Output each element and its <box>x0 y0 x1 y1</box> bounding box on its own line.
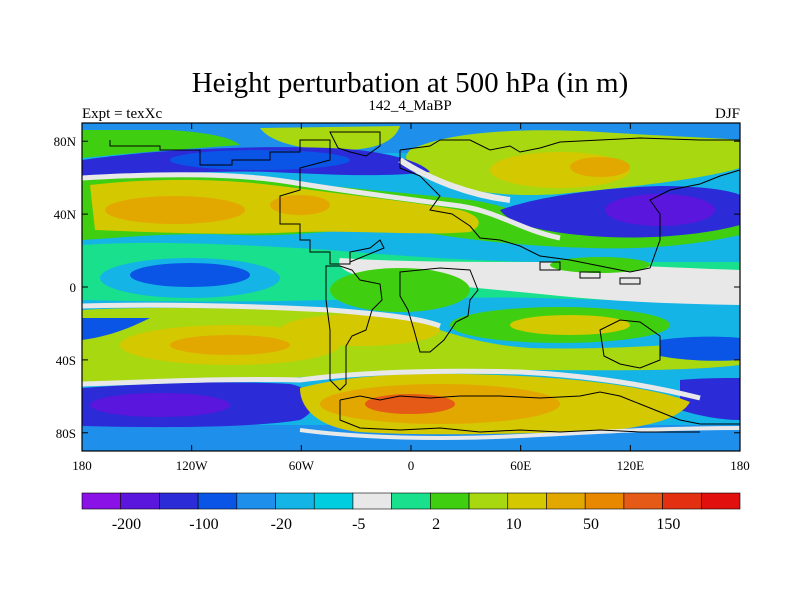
coastlines <box>109 131 740 433</box>
pacific-negative-core <box>605 194 715 226</box>
y-axis: 80N 40N 0 40S 80S <box>54 134 740 441</box>
colorbar-swatch <box>507 492 547 510</box>
x-tick-label: 180 <box>72 458 92 473</box>
australia-outline <box>599 319 661 369</box>
y-tick-label: 80N <box>54 134 77 149</box>
east-pacific-low-core <box>130 263 250 287</box>
colorbar <box>81 492 741 510</box>
colorbar-swatch <box>430 492 470 510</box>
x-tick-label: 60W <box>289 458 315 473</box>
colorbar-label: 2 <box>432 516 440 533</box>
colorbar-swatch <box>468 492 509 510</box>
colorbar-label: -200 <box>112 516 141 533</box>
zero-ribbon-s <box>82 368 701 401</box>
s-pacific-orange <box>170 335 290 355</box>
y-tick-label: 80S <box>56 426 76 441</box>
colorbar-swatch <box>236 492 276 510</box>
colorbar-swatch <box>313 492 354 510</box>
zero-ribbon-n <box>82 172 561 241</box>
y-tick-label: 40S <box>56 353 76 368</box>
colorbar-label: -20 <box>271 516 292 533</box>
colorbar-swatch <box>623 492 663 510</box>
s-pacific-negative-core <box>90 393 230 417</box>
x-tick-label: 120E <box>617 458 645 473</box>
indonesia-outline <box>539 261 641 285</box>
left-label: Expt = texXc <box>82 106 162 122</box>
zero-ribbon-s2 <box>82 302 441 329</box>
colorbar-label: -100 <box>189 516 218 533</box>
colorbar-swatch <box>81 492 122 510</box>
y-tick-label: 40N <box>54 207 77 222</box>
s-east-negative <box>680 378 740 420</box>
colorbar-swatch <box>275 492 315 510</box>
colorbar-label: 150 <box>656 516 680 533</box>
x-axis: 180 120W 60W 0 60E 120E 180 <box>72 123 750 473</box>
north-atlantic-green <box>82 130 240 158</box>
colorbar-swatch <box>546 492 586 510</box>
siberia-orange <box>570 157 630 177</box>
colorbar-labels: -200 -100 -20 -5 2 10 50 150 <box>112 516 681 533</box>
colorbar-swatch <box>391 492 431 510</box>
n-atlantic-high-2 <box>270 195 330 215</box>
colorbar-swatch <box>662 492 702 510</box>
center-label: 142_4_MaBP <box>368 98 451 114</box>
zero-ribbon-n2 <box>398 157 511 203</box>
s-west-blue <box>82 318 150 340</box>
colorbar-swatch <box>197 492 238 510</box>
x-tick-label: 120W <box>176 458 209 473</box>
right-label: DJF <box>715 106 740 122</box>
colorbar-swatch <box>159 492 199 510</box>
x-tick-label: 60E <box>510 458 531 473</box>
north-america-outline <box>109 139 385 265</box>
x-tick-label: 0 <box>408 458 415 473</box>
colorbar-swatch <box>120 492 160 510</box>
x-tick-label: 180 <box>730 458 750 473</box>
colorbar-label: -5 <box>352 516 365 533</box>
colorbar-swatch <box>352 492 392 510</box>
colorbar-swatch <box>700 492 741 510</box>
y-tick-label: 0 <box>70 280 77 295</box>
contour-field <box>82 123 740 451</box>
s-east-blue <box>660 336 740 361</box>
colorbar-label: 50 <box>583 516 599 533</box>
colorbar-swatch <box>584 492 625 510</box>
south-america-outline <box>325 265 383 391</box>
eurasia-outline <box>399 137 740 273</box>
chart-title: Height perturbation at 500 hPa (in m) <box>192 67 629 99</box>
africa-outline <box>399 267 479 353</box>
antarctica-outline <box>339 391 740 433</box>
s-indian-yellow <box>510 315 630 335</box>
n-atlantic-high <box>105 196 245 224</box>
colorbar-label: 10 <box>506 516 522 533</box>
greenland-outline <box>329 131 381 157</box>
zero-ribbon-s3 <box>299 426 740 440</box>
